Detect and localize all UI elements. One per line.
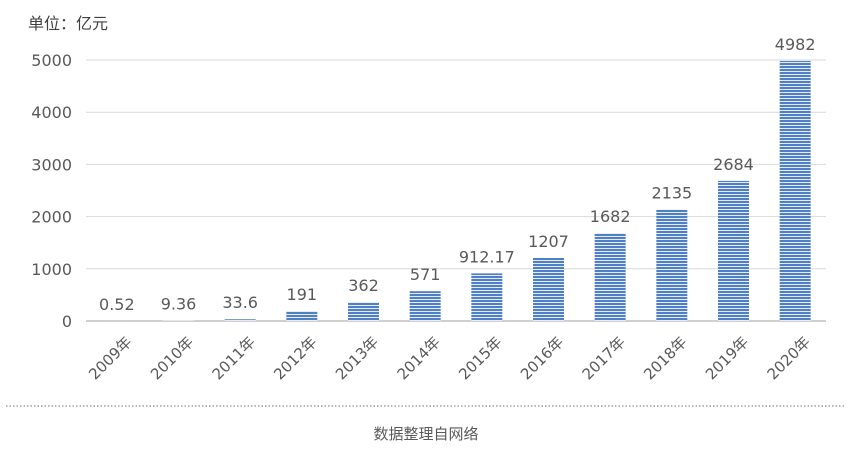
x-tick-label: 2020年 <box>764 333 814 383</box>
data-label: 1682 <box>590 207 631 226</box>
bars <box>101 60 811 321</box>
y-tick-label: 0 <box>62 312 72 331</box>
data-labels: 0.52 9.36 33.6 191 362 571 912.17 1207 1682 2135 2… <box>99 35 816 314</box>
data-label: 912.17 <box>459 247 515 266</box>
x-tick-label: 2014年 <box>394 333 444 383</box>
data-label: 2135 <box>651 184 692 203</box>
data-label: 571 <box>410 265 441 284</box>
y-tick-label: 5000 <box>31 51 72 70</box>
x-tick-label: 2013年 <box>332 333 382 383</box>
x-tick-label: 2012年 <box>270 333 320 383</box>
y-tick-label: 4000 <box>31 103 72 122</box>
bar <box>718 180 749 321</box>
data-label: 0.52 <box>99 295 135 314</box>
bar <box>286 311 318 321</box>
grid-lines <box>86 59 826 322</box>
x-tick-label: 2016年 <box>517 333 567 383</box>
data-label: 362 <box>348 276 379 295</box>
x-tick-label: 2009年 <box>85 333 135 383</box>
y-tick-label: 3000 <box>31 155 72 174</box>
data-label: 4982 <box>775 35 816 54</box>
bar <box>348 302 379 321</box>
x-tick-label: 2018年 <box>640 333 690 383</box>
data-label: 9.36 <box>161 295 197 314</box>
source-note: 数据整理自网络 <box>373 425 478 443</box>
y-tick-label: 1000 <box>31 260 72 279</box>
x-tick-label: 2019年 <box>702 333 752 383</box>
data-label: 1207 <box>528 232 569 251</box>
x-tick-label: 2011年 <box>209 333 259 383</box>
bar <box>594 233 626 321</box>
bar <box>224 319 256 321</box>
x-tick-label: 2010年 <box>147 333 197 383</box>
x-axis-ticks: 2009年 2010年 2011年 2012年 2013年 2014年 2015年 2016年… <box>85 333 814 383</box>
bar <box>656 209 688 321</box>
data-label: 33.6 <box>222 293 258 312</box>
bar <box>471 273 503 321</box>
data-label: 191 <box>287 285 318 304</box>
data-label: 2684 <box>713 155 754 174</box>
x-tick-label: 2015年 <box>455 333 505 383</box>
y-tick-label: 2000 <box>31 208 72 227</box>
unit-label: 单位：亿元 <box>28 14 108 33</box>
x-tick-label: 2017年 <box>579 333 629 383</box>
bar <box>409 291 441 321</box>
y-axis-ticks: 0 1000 2000 3000 4000 5000 <box>31 51 72 331</box>
bar <box>779 60 811 321</box>
bar <box>533 257 564 321</box>
